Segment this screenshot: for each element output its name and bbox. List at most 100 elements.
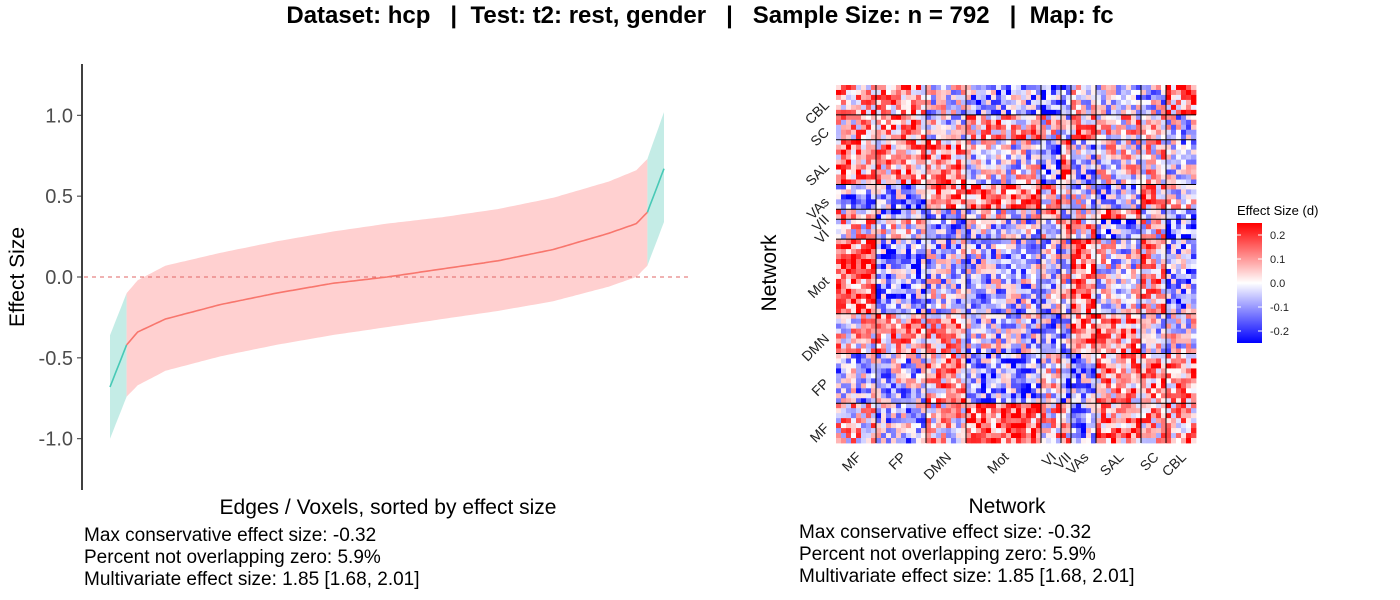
heatmap-cell xyxy=(881,209,887,215)
heatmap-cell xyxy=(996,378,1002,384)
heatmap-cell xyxy=(991,94,997,101)
heatmap-cell xyxy=(946,164,952,170)
heatmap-cell xyxy=(921,353,927,359)
heatmap-cell xyxy=(931,378,937,384)
heatmap-cell xyxy=(901,298,907,305)
heatmap-cell xyxy=(976,308,982,315)
heatmap-cell xyxy=(1021,268,1027,275)
heatmap-cell xyxy=(976,313,982,320)
heatmap-cell xyxy=(1061,328,1067,335)
heatmap-cell xyxy=(1131,89,1137,96)
heatmap-cell xyxy=(1041,139,1047,146)
heatmap-cell xyxy=(1046,363,1052,369)
heatmap-cell xyxy=(986,383,992,389)
heatmap-cell xyxy=(1101,348,1107,354)
heatmap-cell xyxy=(851,268,857,275)
heatmap-cell xyxy=(976,273,982,280)
heatmap-cell xyxy=(951,169,957,175)
heatmap-cell xyxy=(856,363,862,369)
heatmap-cell xyxy=(1121,264,1127,270)
heatmap-cell xyxy=(996,298,1002,305)
heatmap-cell xyxy=(931,194,937,200)
heatmap-cell xyxy=(1001,194,1007,200)
heatmap-cell xyxy=(1161,89,1167,96)
heatmap-cell xyxy=(1161,358,1167,364)
heatmap-cell xyxy=(1016,388,1022,394)
heatmap-cell xyxy=(891,408,897,414)
heatmap-cell xyxy=(856,308,862,315)
heatmap-cell xyxy=(1191,353,1197,359)
heatmap-cell xyxy=(1056,343,1062,349)
heatmap-cell xyxy=(1191,298,1197,305)
heatmap-cell xyxy=(1006,219,1012,225)
heatmap-cell xyxy=(961,154,967,160)
heatmap-cell xyxy=(1036,308,1042,315)
heatmap-cell xyxy=(861,114,867,121)
heatmap-cell xyxy=(876,244,882,250)
heatmap-cell xyxy=(886,283,892,290)
heatmap-cell xyxy=(916,278,922,285)
heatmap-cell xyxy=(1106,408,1112,414)
heatmap-cell xyxy=(886,219,892,225)
heatmap-cell xyxy=(856,144,862,151)
heatmap-cell xyxy=(906,149,912,156)
heatmap-cell xyxy=(1156,318,1162,325)
heatmap-cell xyxy=(1081,418,1087,424)
heatmap-cell xyxy=(931,373,937,379)
heatmap-cell xyxy=(881,179,887,185)
heatmap-cell xyxy=(846,293,852,300)
heatmap-cell xyxy=(871,189,877,195)
heatmap-cell xyxy=(866,264,872,270)
heatmap-cell xyxy=(1176,144,1182,151)
heatmap-cell xyxy=(1191,358,1197,364)
heatmap-cell xyxy=(1101,413,1107,419)
heatmap-cell xyxy=(951,134,957,141)
heatmap-cell xyxy=(1141,94,1147,101)
heatmap-cell xyxy=(1106,199,1112,205)
heatmap-cell xyxy=(846,99,852,106)
heatmap-cell xyxy=(1181,179,1187,185)
heatmap-cell xyxy=(1046,224,1052,230)
heatmap-cell xyxy=(906,368,912,374)
heatmap-cell xyxy=(951,353,957,359)
heatmap-cell xyxy=(846,333,852,339)
heatmap-cell xyxy=(1021,219,1027,225)
heatmap-cell xyxy=(1131,219,1137,225)
heatmap-cell xyxy=(1051,298,1057,305)
heatmap-cell xyxy=(936,378,942,384)
heatmap-cell xyxy=(841,149,847,156)
heatmap-cell xyxy=(1181,99,1187,106)
heatmap-cell xyxy=(841,273,847,280)
heatmap-cell xyxy=(1111,199,1117,205)
heatmap-cell xyxy=(1016,254,1022,260)
heatmap-cell xyxy=(956,348,962,354)
heatmap-cell xyxy=(986,189,992,195)
heatmap-cell xyxy=(1121,383,1127,389)
heatmap-cell xyxy=(1031,254,1037,260)
heatmap-cell xyxy=(946,283,952,290)
heatmap-cell xyxy=(1046,154,1052,160)
heatmap-cell xyxy=(941,333,947,339)
heatmap-cell xyxy=(1056,159,1062,165)
heatmap-cell xyxy=(1071,293,1077,300)
heatmap-cell xyxy=(836,293,842,300)
heatmap-cell xyxy=(931,393,937,399)
heatmap-cell xyxy=(836,378,842,384)
heatmap-cell xyxy=(1011,313,1017,320)
heatmap-cell xyxy=(1001,144,1007,151)
heatmap-cell xyxy=(916,114,922,121)
heatmap-cell xyxy=(1006,109,1012,116)
heatmap-cell xyxy=(1041,388,1047,394)
heatmap-cell xyxy=(1151,318,1157,325)
heatmap-cell xyxy=(866,124,872,131)
heatmap-cell xyxy=(871,363,877,369)
heatmap-cell xyxy=(886,224,892,230)
heatmap-cell xyxy=(1031,298,1037,305)
heatmap-cell xyxy=(1126,239,1132,245)
heatmap-cell xyxy=(1121,268,1127,275)
heatmap-cell xyxy=(1071,224,1077,230)
heatmap-cell xyxy=(921,159,927,165)
heatmap-cell xyxy=(991,418,997,424)
heatmap-cell xyxy=(1066,149,1072,156)
heatmap-cell xyxy=(956,264,962,270)
